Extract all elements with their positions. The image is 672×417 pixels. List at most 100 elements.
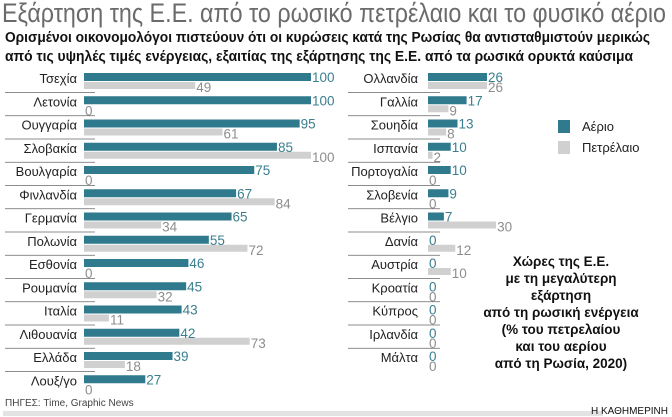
category-label: Ελλάδα xyxy=(33,350,77,365)
category-label: Σλοβακία xyxy=(24,141,78,156)
chart-subtitle-line-2: από τις υψηλές τιμές ενέργειας, εξαιτίας… xyxy=(5,49,633,65)
footer-bar xyxy=(3,411,603,416)
category-label: Τσεχία xyxy=(39,71,77,86)
value-label-gas: 10 xyxy=(452,140,467,155)
bar-gas xyxy=(84,96,311,105)
category-label: Πολωνία xyxy=(27,234,77,249)
bar-gas xyxy=(428,189,449,198)
legend-swatch-gas xyxy=(558,120,570,133)
bar-oil xyxy=(428,244,456,252)
bar-gas xyxy=(84,73,311,81)
category-label: Λετονία xyxy=(33,94,77,109)
category-label: Σουηδία xyxy=(371,118,419,133)
value-label-oil: 0 xyxy=(429,289,437,304)
category-label: Λουξ/γο xyxy=(31,373,77,388)
bar-gas xyxy=(84,282,187,291)
value-label-oil: 0 xyxy=(429,313,437,328)
value-label-oil: 0 xyxy=(85,382,93,397)
note-line: (% του πετρελαίου xyxy=(502,322,621,337)
bar-gas xyxy=(84,375,146,384)
bar-row: Ουγγαρία 95 61 xyxy=(5,117,316,142)
chart-note: Χώρες της Ε.Ε. με τη μεγαλύτερη εξάρτηση απ… xyxy=(483,254,639,371)
bar-gas xyxy=(428,119,458,128)
note-line: με τη μεγαλύτερη xyxy=(505,271,616,286)
bar-gas xyxy=(84,235,209,244)
category-label: Σλοβενία xyxy=(366,187,418,202)
category-label: Κύπρος xyxy=(372,304,418,319)
category-label: Ιταλία xyxy=(44,304,77,319)
bar-row: Ρουμανία 45 32 xyxy=(5,279,202,304)
bar-row: Κύπρος 00 xyxy=(348,303,440,328)
bar-row: Ιρλανδία 00 xyxy=(348,326,440,351)
category-label: Ιρλανδία xyxy=(369,327,418,342)
chart-title: Εξάρτηση της Ε.Ε. από το ρωσικό πετρέλαι… xyxy=(2,0,666,28)
value-label-gas: 95 xyxy=(301,117,316,132)
value-label-gas: 43 xyxy=(183,303,198,318)
category-label: Δανία xyxy=(385,234,419,249)
category-label: Ολλανδία xyxy=(363,71,418,86)
bar-row: Αυστρία 0 10 xyxy=(348,256,467,281)
bar-row: Πορτογαλία 10 0 xyxy=(348,163,467,188)
bar-gas xyxy=(84,189,237,198)
value-label-oil: 49 xyxy=(196,80,211,95)
value-label-oil: 0 xyxy=(429,173,437,188)
value-label-oil: 11 xyxy=(110,313,124,328)
bar-row: Ελλάδα 39 18 xyxy=(5,349,189,374)
category-label: Μάλτα xyxy=(381,350,419,365)
bar-row: Σλοβενία 90 xyxy=(348,186,457,211)
bar-gas xyxy=(84,142,277,151)
bar-oil xyxy=(428,221,497,229)
source-text: ΠΗΓΕΣ: Time, Graphic News xyxy=(5,398,134,409)
bar-gas xyxy=(428,166,451,174)
value-label-gas: 55 xyxy=(210,233,225,248)
value-label-oil: 18 xyxy=(126,359,141,374)
category-label: Αυστρία xyxy=(371,257,418,272)
value-label-oil: 34 xyxy=(162,220,178,235)
bar-oil xyxy=(428,268,451,275)
value-label-gas: 17 xyxy=(468,93,483,108)
value-label-oil: 26 xyxy=(488,80,503,95)
value-label-gas: 100 xyxy=(312,93,335,108)
category-label: Γερμανία xyxy=(25,211,78,226)
note-line: από τη ρωσική ενέργεια xyxy=(483,305,639,320)
category-label: Κροατία xyxy=(372,280,419,295)
value-label-gas: 39 xyxy=(174,349,189,364)
value-label-oil: 0 xyxy=(85,266,93,281)
bar-oil xyxy=(84,291,157,299)
legend-swatch-oil xyxy=(558,141,570,154)
value-label-oil: 12 xyxy=(456,243,471,258)
value-label-oil: 32 xyxy=(158,289,173,304)
value-label-gas: 75 xyxy=(255,163,270,178)
value-label-gas: 0 xyxy=(429,279,437,294)
bar-oil xyxy=(428,151,433,159)
value-label-oil: 0 xyxy=(429,336,437,351)
bar-row: Ισπανία 10 2 xyxy=(348,140,467,165)
bar-oil xyxy=(84,244,248,252)
bar-row: Φινλανδία 67 84 xyxy=(5,186,291,211)
category-label: Εσθονία xyxy=(29,257,78,272)
value-label-oil: 72 xyxy=(248,243,263,258)
bar-gas xyxy=(428,96,467,105)
bar-oil xyxy=(428,128,447,136)
note-line: από τη Ρωσία, 2020) xyxy=(495,356,627,371)
category-label: Λιθουανία xyxy=(19,327,77,342)
bar-oil xyxy=(84,82,196,89)
value-label-oil: 10 xyxy=(452,266,467,281)
bar-row: Μάλτα 00 xyxy=(381,349,437,374)
value-label-oil: 84 xyxy=(276,196,292,211)
bar-row: Δανία 0 12 xyxy=(348,233,471,258)
bar-row: Γερμανία 65 34 xyxy=(5,210,248,235)
legend-label-gas: Αέριο xyxy=(582,119,614,134)
bar-oil xyxy=(84,337,250,345)
bar-gas xyxy=(428,142,451,151)
bar-gas xyxy=(84,328,180,337)
category-label: Πορτογαλία xyxy=(351,164,418,179)
bar-oil xyxy=(84,361,125,368)
value-label-gas: 27 xyxy=(146,372,161,387)
value-label-gas: 10 xyxy=(452,163,467,178)
category-label: Βέλγιο xyxy=(380,211,418,226)
value-label-oil: 8 xyxy=(447,127,455,142)
value-label-oil: 0 xyxy=(85,173,93,188)
